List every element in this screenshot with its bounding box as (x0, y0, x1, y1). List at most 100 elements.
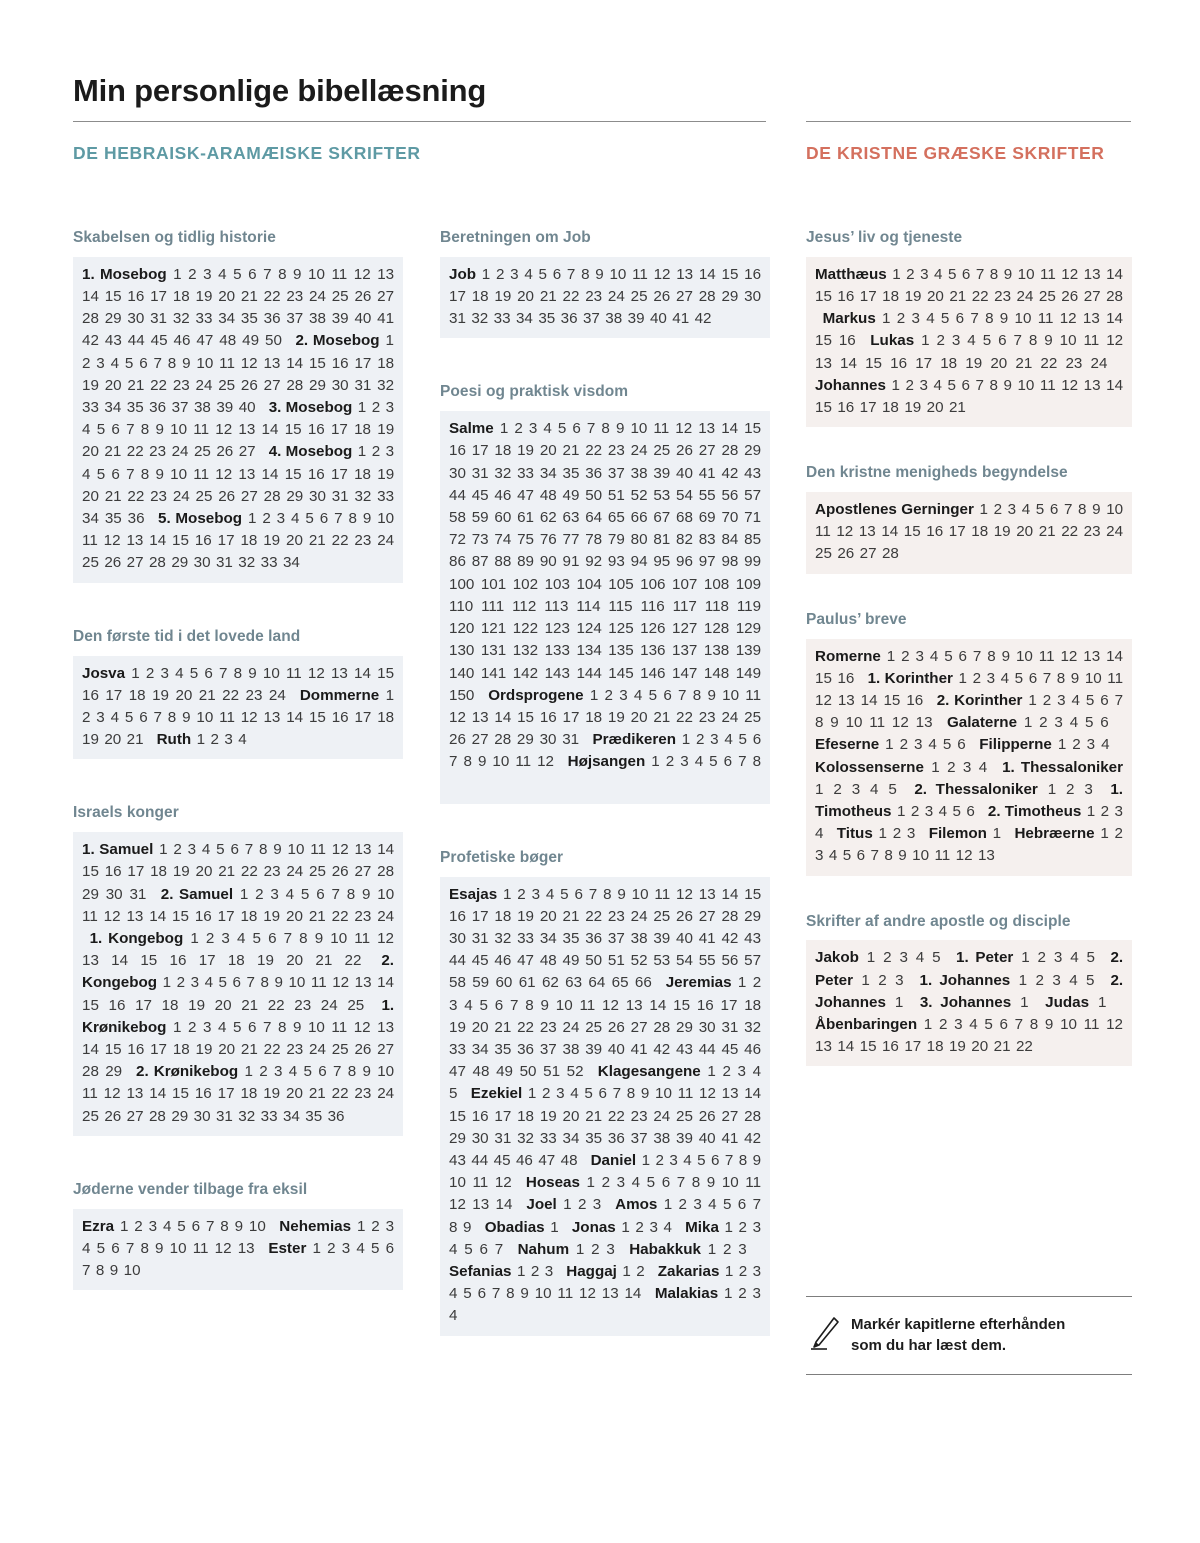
chapter-number[interactable]: 2 (993, 501, 1003, 519)
chapter-number[interactable]: 1 (247, 510, 257, 528)
chapter-number[interactable]: 12 (449, 1196, 466, 1214)
chapter-number[interactable]: 23 (150, 487, 168, 505)
chapter-number[interactable]: 109 (735, 575, 762, 593)
chapter-number[interactable]: 6 (1100, 714, 1109, 732)
chapter-number[interactable]: 31 (449, 310, 466, 328)
chapter-number[interactable]: 39 (216, 399, 234, 417)
chapter-number[interactable]: 10 (170, 465, 188, 483)
chapter-number[interactable]: 4 (631, 1174, 641, 1192)
chapter-number[interactable]: 24 (721, 708, 739, 726)
chapter-number[interactable]: 46 (744, 1040, 762, 1058)
chapter-number[interactable]: 1 (589, 686, 599, 704)
chapter-number[interactable]: 50 (519, 1063, 537, 1081)
chapter-number[interactable]: 3 (920, 265, 929, 283)
chapter-number[interactable]: 6 (230, 841, 239, 859)
chapter-number[interactable]: 16 (890, 354, 908, 372)
chapter-number[interactable]: 65 (611, 974, 629, 992)
chapter-number[interactable]: 11 (653, 420, 670, 438)
chapter-number[interactable]: 12 (579, 1285, 596, 1303)
chapter-number[interactable]: 27 (263, 376, 281, 394)
chapter-number[interactable]: 51 (607, 952, 625, 970)
chapter-number[interactable]: 37 (607, 929, 625, 947)
chapter-number[interactable]: 1 (356, 1217, 366, 1235)
chapter-number[interactable]: 14 (494, 708, 512, 726)
chapter-number[interactable]: 14 (1106, 376, 1124, 394)
chapter-number[interactable]: 1 (1020, 993, 1029, 1011)
chapter-number[interactable]: 26 (331, 863, 349, 881)
chapter-number[interactable]: 3 (951, 332, 961, 350)
chapter-number[interactable]: 2 (723, 1240, 732, 1258)
chapter-number[interactable]: 13 (263, 354, 281, 372)
chapter-number[interactable]: 24 (607, 288, 625, 306)
chapter-number[interactable]: 15 (308, 354, 326, 372)
chapter-number[interactable]: 5 (538, 265, 547, 283)
chapter-number[interactable]: 9 (292, 1018, 302, 1036)
chapter-number[interactable]: 47 (449, 1063, 466, 1081)
chapter-number[interactable]: 1 (1057, 736, 1067, 754)
chapter-number[interactable]: 7 (1013, 332, 1022, 350)
chapter-number[interactable]: 56 (721, 952, 739, 970)
chapter-number[interactable]: 11 (1040, 265, 1056, 283)
chapter-number[interactable]: 6 (998, 332, 1007, 350)
chapter-number[interactable]: 8 (985, 310, 994, 328)
chapter-number[interactable]: 139 (735, 642, 762, 660)
chapter-number[interactable]: 41 (672, 310, 690, 328)
chapter-number[interactable]: 1 (707, 1240, 717, 1258)
chapter-number[interactable]: 1 (357, 443, 367, 461)
chapter-number[interactable]: 4 (938, 802, 948, 820)
chapter-number[interactable]: 14 (149, 532, 167, 550)
chapter-number[interactable]: 20 (286, 1085, 303, 1103)
chapter-number[interactable]: 8 (167, 354, 177, 372)
chapter-number[interactable]: 3 (619, 686, 628, 704)
chapter-number[interactable]: 15 (815, 669, 832, 687)
chapter-number[interactable]: 65 (607, 509, 625, 527)
chapter-number[interactable]: 16 (837, 669, 855, 687)
chapter-number[interactable]: 4 (217, 1018, 227, 1036)
chapter-number[interactable]: 36 (127, 510, 145, 528)
chapter-number[interactable]: 81 (653, 531, 671, 549)
chapter-number[interactable]: 3 (1057, 691, 1066, 709)
chapter-number[interactable]: 4 (464, 996, 473, 1014)
chapter-number[interactable]: 47 (538, 1151, 556, 1169)
chapter-number[interactable]: 23 (698, 708, 716, 726)
chapter-number[interactable]: 12 (240, 354, 258, 372)
chapter-number[interactable]: 3 (544, 1263, 554, 1280)
chapter-number[interactable]: 7 (724, 1151, 734, 1169)
chapter-number[interactable]: 40 (676, 464, 693, 482)
chapter-number[interactable]: 2 (896, 310, 906, 328)
chapter-number[interactable]: 102 (512, 575, 539, 593)
chapter-number[interactable]: 18 (471, 288, 489, 306)
chapter-number[interactable]: 79 (607, 531, 625, 549)
chapter-number[interactable]: 34 (539, 464, 557, 482)
chapter-number[interactable]: 14 (721, 885, 739, 903)
chapter-number[interactable]: 24 (630, 907, 648, 925)
chapter-number[interactable]: 2 (1100, 802, 1110, 820)
chapter-number[interactable]: 31 (721, 1018, 739, 1036)
chapter-number[interactable]: 5 (479, 996, 488, 1014)
chapter-number[interactable]: 7 (334, 510, 343, 528)
chapter-number[interactable]: 48 (539, 952, 557, 970)
chapter-number[interactable]: 9 (706, 1174, 716, 1192)
chapter-number[interactable]: 6 (248, 265, 257, 283)
chapter-number[interactable]: 32 (494, 464, 512, 482)
chapter-number[interactable]: 15 (104, 1040, 122, 1058)
chapter-number[interactable]: 38 (309, 310, 326, 328)
chapter-number[interactable]: 1 (1021, 949, 1030, 967)
chapter-number[interactable]: 48 (539, 486, 557, 504)
chapter-number[interactable]: 10 (1014, 310, 1032, 328)
chapter-number[interactable]: 7 (263, 265, 272, 283)
chapter-number[interactable]: 98 (721, 553, 739, 571)
chapter-number[interactable]: 20 (990, 354, 1008, 372)
chapter-number[interactable]: 10 (307, 1018, 325, 1036)
chapter-number[interactable]: 1 (622, 1263, 631, 1280)
chapter-number[interactable]: 9 (1001, 647, 1011, 665)
chapter-number[interactable]: 2 (327, 1239, 336, 1257)
chapter-number[interactable]: 18 (227, 952, 245, 970)
chapter-number[interactable]: 17 (354, 708, 372, 726)
chapter-number[interactable]: 149 (735, 664, 762, 682)
chapter-number[interactable]: 3 (202, 1018, 212, 1036)
chapter-number[interactable]: 11 (354, 929, 371, 947)
chapter-number[interactable]: 50 (585, 486, 603, 504)
chapter-number[interactable]: 21 (198, 686, 216, 704)
chapter-number[interactable]: 1 (886, 647, 896, 665)
